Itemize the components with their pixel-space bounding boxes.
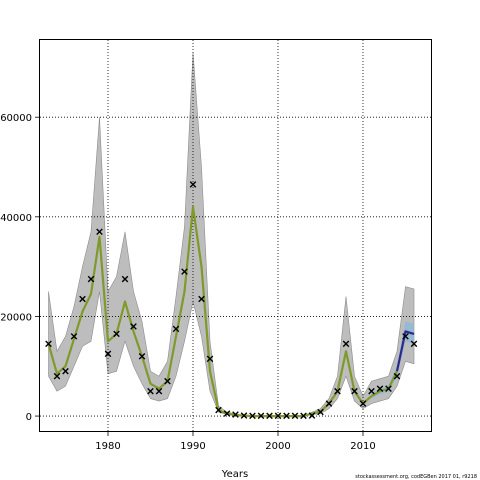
- observation-marker: [172, 325, 180, 333]
- observation-marker: [147, 387, 154, 395]
- y-axis-ticks: 0 20000 40000 60000: [0, 113, 40, 423]
- observation-marker: [189, 181, 197, 188]
- x-tick-label: 2010: [350, 441, 375, 452]
- observation-marker: [138, 352, 146, 360]
- y-tick-label: 60000: [0, 113, 32, 124]
- observation-marker: [376, 385, 384, 392]
- observation-marker: [79, 295, 86, 303]
- observation-marker: [164, 377, 171, 385]
- confidence-band-area: [48, 52, 415, 417]
- observation-marker: [45, 340, 52, 348]
- x-tick-label: 2000: [265, 441, 290, 452]
- observation-marker: [223, 410, 231, 417]
- observation-marker: [334, 387, 341, 395]
- y-tick-label: 0: [26, 412, 32, 423]
- observation-marker: [368, 387, 375, 395]
- observation-marker: [62, 367, 69, 375]
- observation-marker: [240, 412, 248, 419]
- estimate-line: [47, 205, 415, 418]
- plot-frame: [39, 39, 432, 432]
- observation-marker: [300, 412, 307, 420]
- y-tick-label: 40000: [0, 213, 32, 224]
- x-axis-title: Years: [221, 469, 248, 480]
- estimate-series-line-recent: [395, 330, 415, 372]
- footnote: stockassessment.org, codEGBen 2017 01, r…: [355, 474, 477, 480]
- observation-marker: [257, 412, 265, 420]
- observation-marker: [206, 355, 214, 363]
- observation-marker: [121, 275, 129, 283]
- observation-marker: [385, 385, 392, 392]
- observation-marker: [155, 387, 163, 395]
- observation-marker: [266, 412, 273, 420]
- observation-marker: [410, 340, 418, 348]
- observation-marker: [325, 400, 333, 407]
- x-axis-ticks: 1980 1990 2000 2010: [95, 431, 376, 452]
- observation-marker: [53, 372, 61, 380]
- observation-marker: [402, 333, 409, 340]
- observation-marker: [215, 406, 222, 414]
- observation-marker: [232, 411, 239, 418]
- x-tick-label: 1980: [95, 441, 120, 452]
- observation-markers: [45, 181, 418, 420]
- observation-marker: [359, 400, 367, 407]
- observation-marker: [181, 268, 188, 275]
- observation-marker: [274, 412, 282, 420]
- y-tick-label: 20000: [0, 312, 32, 323]
- observation-marker: [249, 412, 256, 420]
- observation-marker: [104, 350, 112, 358]
- observation-marker: [351, 387, 358, 395]
- observation-marker: [283, 412, 290, 420]
- observation-marker: [130, 323, 137, 330]
- observation-marker: [317, 408, 324, 416]
- observation-marker: [96, 228, 103, 236]
- observation-marker: [342, 340, 350, 348]
- estimate-series-line: [47, 205, 398, 418]
- observation-marker: [87, 275, 95, 283]
- observation-marker: [393, 372, 401, 380]
- x-tick-label: 1990: [180, 441, 205, 452]
- observation-marker: [113, 330, 120, 338]
- observation-marker: [198, 295, 205, 303]
- observation-marker: [70, 333, 78, 340]
- confidence-band: [48, 52, 415, 417]
- observation-marker: [291, 412, 299, 420]
- observation-marker: [308, 412, 316, 419]
